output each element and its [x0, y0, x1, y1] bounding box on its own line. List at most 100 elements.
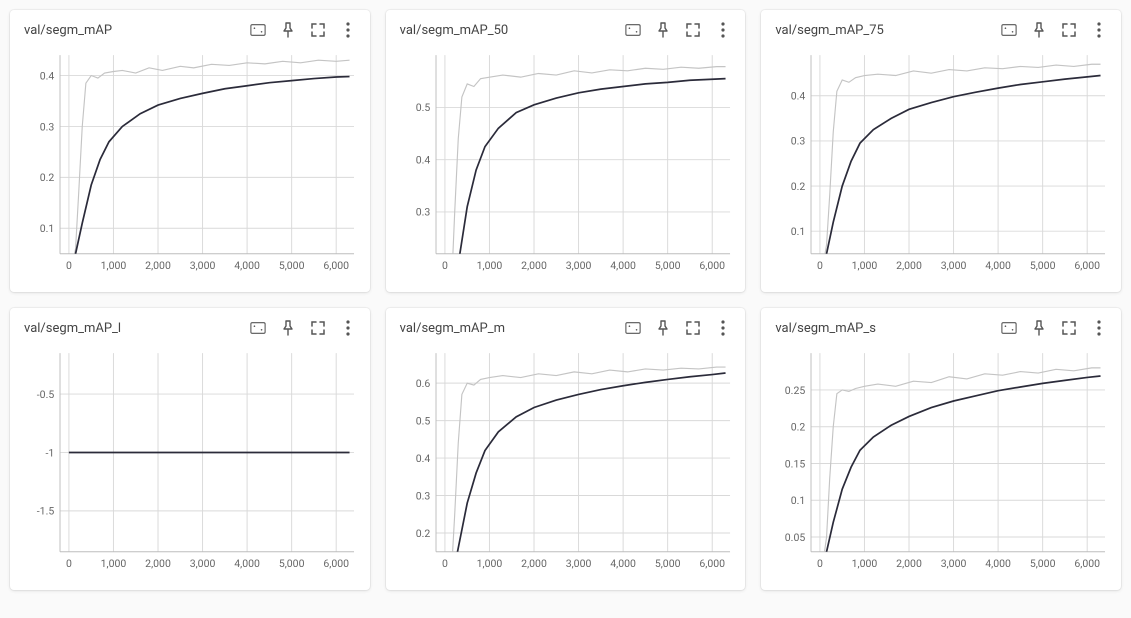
panel-actions [625, 320, 731, 336]
svg-text:0.1: 0.1 [40, 222, 55, 235]
svg-text:2,000: 2,000 [145, 557, 171, 570]
svg-text:4,000: 4,000 [234, 557, 260, 570]
more-icon[interactable] [1091, 22, 1107, 38]
more-icon[interactable] [340, 22, 356, 38]
svg-text:0: 0 [442, 557, 448, 570]
panel-title: val/segm_mAP_s [775, 321, 876, 336]
svg-text:0.2: 0.2 [791, 180, 806, 193]
pin-icon[interactable] [1031, 22, 1047, 38]
svg-text:0: 0 [817, 259, 823, 272]
svg-text:2,000: 2,000 [145, 259, 171, 272]
fullscreen-icon[interactable] [1061, 320, 1077, 336]
chart-panel: val/segm_mAP_750.10.20.30.401,0002,0003,… [761, 10, 1121, 292]
svg-text:0.3: 0.3 [415, 489, 430, 502]
svg-text:4,000: 4,000 [610, 259, 636, 272]
more-icon[interactable] [715, 320, 731, 336]
svg-text:0.4: 0.4 [40, 69, 55, 82]
more-icon[interactable] [1091, 320, 1107, 336]
svg-text:-1: -1 [45, 446, 54, 459]
svg-text:1,000: 1,000 [852, 259, 878, 272]
svg-text:5,000: 5,000 [279, 259, 305, 272]
panel-header: val/segm_mAP_l [18, 320, 362, 342]
pin-icon[interactable] [655, 320, 671, 336]
svg-text:0: 0 [442, 259, 448, 272]
svg-text:3,000: 3,000 [565, 557, 591, 570]
svg-text:-1.5: -1.5 [37, 505, 55, 518]
svg-text:3,000: 3,000 [190, 259, 216, 272]
pin-icon[interactable] [280, 22, 296, 38]
svg-text:4,000: 4,000 [234, 259, 260, 272]
more-icon[interactable] [715, 22, 731, 38]
fullscreen-icon[interactable] [685, 320, 701, 336]
fullscreen-icon[interactable] [310, 320, 326, 336]
panel-title: val/segm_mAP_50 [400, 23, 509, 38]
rect-select-icon[interactable] [625, 22, 641, 38]
svg-text:3,000: 3,000 [190, 557, 216, 570]
svg-text:5,000: 5,000 [654, 259, 680, 272]
chart-plot[interactable]: 0.10.20.30.401,0002,0003,0004,0005,0006,… [18, 44, 362, 284]
chart-plot[interactable]: 0.050.10.150.20.2501,0002,0003,0004,0005… [769, 342, 1113, 582]
chart-plot[interactable]: -1.5-1-0.501,0002,0003,0004,0005,0006,00… [18, 342, 362, 582]
rect-select-icon[interactable] [1001, 22, 1017, 38]
svg-text:0.25: 0.25 [785, 384, 806, 397]
pin-icon[interactable] [280, 320, 296, 336]
svg-text:0.05: 0.05 [785, 531, 806, 544]
svg-text:0.2: 0.2 [415, 527, 430, 540]
svg-text:1,000: 1,000 [852, 557, 878, 570]
svg-text:0: 0 [817, 557, 823, 570]
svg-text:0.2: 0.2 [40, 171, 55, 184]
svg-text:6,000: 6,000 [1075, 557, 1101, 570]
chart-grid: val/segm_mAP 0.1 0.2 0.3 0.4 0 1,000 2,000 3,000… [10, 10, 1121, 590]
svg-text:2,000: 2,000 [521, 557, 547, 570]
svg-text:1,000: 1,000 [476, 557, 502, 570]
svg-text:3,000: 3,000 [565, 259, 591, 272]
panel-header: val/segm_mAP_s [769, 320, 1113, 342]
svg-text:0.3: 0.3 [415, 206, 430, 219]
panel-title: val/segm_mAP_l [24, 321, 121, 336]
panel-actions [250, 22, 356, 38]
chart-panel: val/segm_mAP_s0.050.10.150.20.2501,0002,… [761, 308, 1121, 590]
fullscreen-icon[interactable] [1061, 22, 1077, 38]
svg-text:4,000: 4,000 [986, 259, 1012, 272]
svg-text:0.1: 0.1 [791, 225, 806, 238]
panel-header: val/segm_mAP_m [394, 320, 738, 342]
chart-panel: val/segm_mAP_l-1.5-1-0.501,0002,0003,000… [10, 308, 370, 590]
rect-select-icon[interactable] [250, 22, 266, 38]
svg-text:0.15: 0.15 [785, 457, 806, 470]
panel-actions [625, 22, 731, 38]
pin-icon[interactable] [655, 22, 671, 38]
svg-text:0.6: 0.6 [415, 377, 430, 390]
svg-text:2,000: 2,000 [521, 259, 547, 272]
rect-select-icon[interactable] [250, 320, 266, 336]
chart-panel: val/segm_mAP_m0.20.30.40.50.601,0002,000… [386, 308, 746, 590]
chart-plot[interactable]: 0.30.40.501,0002,0003,0004,0005,0006,000 [394, 44, 738, 284]
svg-text:5,000: 5,000 [1030, 557, 1056, 570]
svg-text:0.4: 0.4 [791, 90, 806, 103]
panel-header: val/segm_mAP_50 [394, 22, 738, 44]
fullscreen-icon[interactable] [310, 22, 326, 38]
svg-text:0.5: 0.5 [415, 414, 430, 427]
svg-text:1,000: 1,000 [476, 259, 502, 272]
svg-text:4,000: 4,000 [610, 557, 636, 570]
svg-text:0.5: 0.5 [415, 101, 430, 114]
svg-text:0.2: 0.2 [791, 421, 806, 434]
chart-panel: val/segm_mAP0.10.20.30.401,0002,0003,000… [10, 10, 370, 292]
svg-text:0.3: 0.3 [791, 135, 806, 148]
svg-text:1,000: 1,000 [101, 557, 127, 570]
svg-text:2,000: 2,000 [897, 259, 923, 272]
panel-title: val/segm_mAP [24, 23, 112, 38]
fullscreen-icon[interactable] [685, 22, 701, 38]
svg-text:0.4: 0.4 [415, 153, 430, 166]
panel-title: val/segm_mAP_75 [775, 23, 884, 38]
panel-header: val/segm_mAP_75 [769, 22, 1113, 44]
pin-icon[interactable] [1031, 320, 1047, 336]
rect-select-icon[interactable] [625, 320, 641, 336]
chart-plot[interactable]: 0.20.30.40.50.601,0002,0003,0004,0005,00… [394, 342, 738, 582]
svg-text:4,000: 4,000 [986, 557, 1012, 570]
svg-text:-0.5: -0.5 [37, 388, 55, 401]
svg-text:6,000: 6,000 [323, 259, 349, 272]
rect-select-icon[interactable] [1001, 320, 1017, 336]
chart-plot[interactable]: 0.10.20.30.401,0002,0003,0004,0005,0006,… [769, 44, 1113, 284]
svg-text:0: 0 [66, 259, 72, 272]
more-icon[interactable] [340, 320, 356, 336]
